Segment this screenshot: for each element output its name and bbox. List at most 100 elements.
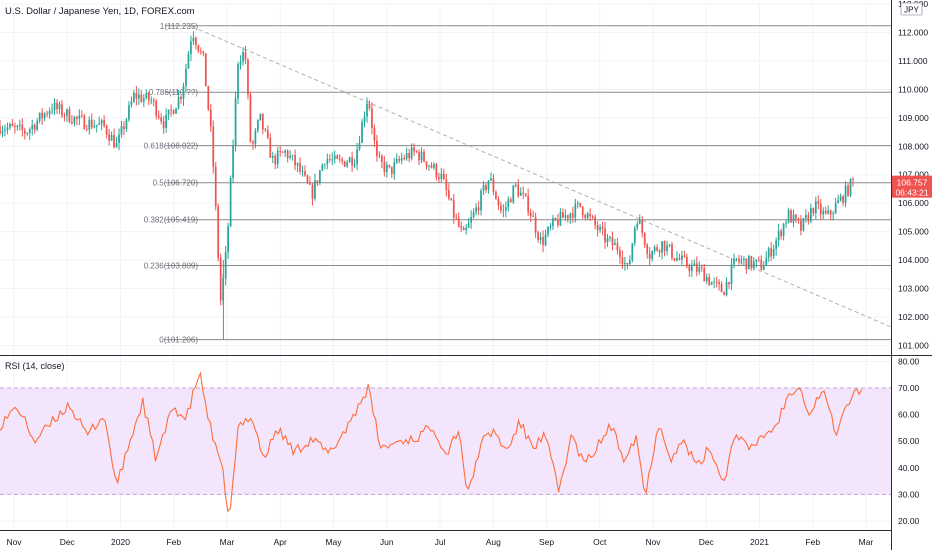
candle-body xyxy=(470,217,473,223)
candle-body xyxy=(279,150,282,152)
candle-body xyxy=(772,248,775,257)
candle-body xyxy=(341,159,344,162)
candle-body xyxy=(289,155,291,158)
candle-body xyxy=(93,126,96,128)
currency-badge[interactable]: JPY xyxy=(900,2,923,16)
candle-body xyxy=(190,41,192,54)
price-tick-label: 109.000 xyxy=(898,113,929,123)
candle-body xyxy=(61,104,63,116)
time-tick-label: 2020 xyxy=(111,537,130,547)
candle-body xyxy=(571,213,574,218)
time-tick-label: Dec xyxy=(699,537,715,547)
candle-body xyxy=(56,102,58,109)
rsi-tick-label: 70.00 xyxy=(898,383,920,393)
candle-body xyxy=(681,255,683,260)
candle-body xyxy=(286,150,289,158)
candle-body xyxy=(323,164,326,165)
candle-body xyxy=(395,158,398,163)
candle-body xyxy=(376,140,378,157)
candle-body xyxy=(311,184,314,199)
candle-body xyxy=(328,159,331,161)
candle-body xyxy=(160,117,163,122)
candle-body xyxy=(544,234,547,246)
candle-body xyxy=(829,210,832,215)
candle-body xyxy=(83,115,86,130)
candle-body xyxy=(609,237,611,239)
candle-body xyxy=(142,98,145,102)
candle-body xyxy=(519,192,522,196)
candle-body xyxy=(844,185,847,203)
candle-body xyxy=(348,157,351,163)
candle-body xyxy=(423,151,425,162)
candle-body xyxy=(385,164,388,172)
candle-body xyxy=(418,151,420,161)
candle-body xyxy=(710,282,713,285)
candle-body xyxy=(202,51,205,54)
candle-body xyxy=(115,143,118,148)
candle-body xyxy=(586,213,589,218)
candle-body xyxy=(688,266,691,272)
candle-body xyxy=(839,196,842,201)
candle-body xyxy=(227,226,229,253)
candle-body xyxy=(110,135,113,141)
candle-body xyxy=(420,151,423,161)
candle-body xyxy=(400,158,403,161)
candle-body xyxy=(817,201,820,204)
candle-body xyxy=(155,100,158,116)
candle-body xyxy=(336,155,339,159)
candle-body xyxy=(252,141,254,144)
price-tag: 106.757 06:43:21 xyxy=(892,175,932,198)
candle-body xyxy=(299,163,301,172)
candle-body xyxy=(534,216,537,233)
price-tick-label: 111.000 xyxy=(898,56,928,66)
rsi-line xyxy=(0,370,863,513)
candle-body xyxy=(780,230,782,237)
candle-body xyxy=(103,120,106,126)
candle-body xyxy=(767,248,770,258)
time-tick-label: Mar xyxy=(220,537,235,547)
candle-body xyxy=(656,247,658,251)
candle-body xyxy=(48,111,51,115)
candle-body xyxy=(819,203,822,215)
candle-body xyxy=(301,171,304,173)
candle-body xyxy=(460,226,463,229)
time-tick-label: Dec xyxy=(60,537,76,547)
time-tick-label: Nov xyxy=(6,537,22,547)
candle-body xyxy=(14,126,16,128)
candle-body xyxy=(38,112,41,121)
candle-body xyxy=(564,215,567,218)
candle-body xyxy=(18,124,21,126)
candle-body xyxy=(601,227,604,229)
candle-body xyxy=(271,155,274,158)
fib-level-label: 0.382(105.419) xyxy=(144,216,199,225)
candle-body xyxy=(643,232,646,245)
candle-body xyxy=(852,178,854,180)
candle-body xyxy=(757,259,760,261)
candle-body xyxy=(822,210,825,215)
rsi-tick-label: 20.00 xyxy=(898,516,920,526)
candle-body xyxy=(123,126,125,129)
time-tick-label: Mar xyxy=(859,537,874,547)
candle-body xyxy=(242,52,244,62)
candle-body xyxy=(490,178,492,181)
candle-body xyxy=(807,215,810,222)
candle-body xyxy=(676,258,678,261)
candle-body xyxy=(85,129,88,130)
candle-body xyxy=(199,51,202,53)
price-tick-label: 110.000 xyxy=(898,84,928,94)
candle-body xyxy=(264,129,267,131)
candle-body xyxy=(405,153,408,159)
candle-body xyxy=(824,210,827,214)
candle-body xyxy=(6,127,9,130)
candle-body xyxy=(740,259,743,262)
fib-levels: 1(112.235) 0.786(110.??) 0.618(108.022) 0.5… xyxy=(144,22,891,345)
candle-body xyxy=(430,165,433,168)
fib-level-label: 0.786(110.??) xyxy=(149,88,199,97)
candle-body xyxy=(614,243,616,246)
candle-body xyxy=(381,156,383,163)
candle-body xyxy=(46,113,48,115)
rsi-band xyxy=(0,387,891,495)
candle-body xyxy=(661,241,663,253)
time-tick-label: Oct xyxy=(593,537,607,547)
price-tick-label: 108.000 xyxy=(898,141,929,151)
